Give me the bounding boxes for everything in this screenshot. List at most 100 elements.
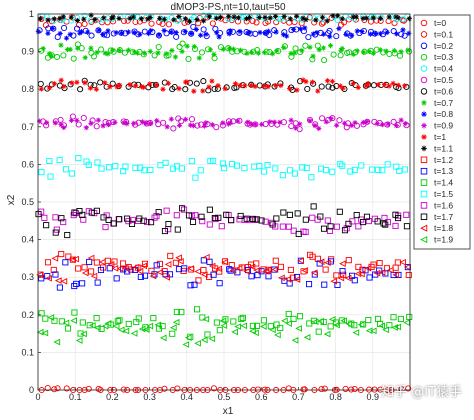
data-point [114, 84, 120, 90]
data-point [390, 314, 397, 321]
data-point [291, 336, 299, 344]
data-point [86, 322, 93, 329]
data-point [51, 386, 58, 393]
data-point [420, 224, 428, 232]
data-point [46, 51, 52, 57]
data-point [375, 166, 382, 173]
data-point [277, 16, 284, 23]
data-point [200, 257, 207, 264]
data-point [390, 118, 397, 125]
y-tick-label: 0.1 [21, 347, 34, 357]
y-tick-label: 1 [29, 9, 34, 19]
series-t-1-8 [36, 253, 411, 285]
data-point [102, 224, 109, 231]
data-point [57, 15, 63, 21]
data-point [122, 163, 129, 170]
data-point [150, 315, 157, 322]
data-point [155, 209, 162, 216]
data-point [357, 321, 365, 329]
data-point [156, 32, 162, 38]
legend-label: t=1.5 [434, 189, 453, 199]
data-point [188, 30, 194, 37]
data-point [262, 218, 269, 225]
data-point [41, 214, 48, 221]
data-point [395, 82, 401, 88]
data-point [265, 28, 272, 34]
data-point [188, 116, 196, 123]
legend-label: t=1.2 [434, 155, 453, 165]
data-point [272, 165, 279, 172]
data-point [284, 33, 290, 39]
data-point [154, 82, 160, 88]
data-point [71, 282, 78, 290]
data-point [112, 322, 120, 330]
data-point [249, 327, 256, 335]
data-point [421, 111, 427, 117]
data-point [365, 316, 372, 324]
data-point [93, 123, 100, 130]
y-tick-label: 0.7 [21, 122, 34, 132]
data-point [121, 49, 128, 56]
data-point [120, 386, 127, 393]
data-point [173, 29, 179, 36]
data-point [190, 23, 197, 30]
data-point [112, 163, 119, 170]
data-point [386, 83, 392, 89]
data-point [93, 86, 99, 92]
data-point [364, 118, 370, 125]
data-point [83, 125, 89, 131]
data-point [192, 212, 199, 219]
data-point [209, 20, 216, 27]
data-point [262, 14, 268, 20]
data-point [90, 272, 98, 280]
data-point [185, 212, 193, 219]
data-point [350, 80, 356, 87]
data-point [73, 25, 81, 32]
data-point [292, 50, 298, 56]
data-point [85, 385, 92, 392]
data-point [393, 122, 399, 129]
data-point [329, 78, 336, 84]
data-point [216, 34, 222, 40]
data-point [326, 27, 333, 34]
legend-label: t=1.8 [434, 223, 453, 233]
data-point [306, 14, 313, 21]
data-point [381, 82, 388, 88]
data-point [213, 124, 220, 131]
data-point [70, 55, 77, 62]
data-point [47, 314, 55, 321]
data-point [271, 27, 278, 34]
data-point [116, 317, 123, 324]
data-point [164, 261, 172, 268]
data-point [87, 85, 93, 91]
data-point [339, 16, 345, 22]
data-point [378, 322, 385, 330]
legend-entry: t=0.6 [420, 86, 453, 96]
data-point [65, 253, 72, 260]
data-point [206, 14, 212, 20]
data-point [37, 118, 43, 124]
data-point [277, 263, 285, 270]
data-point [333, 321, 340, 329]
data-point [369, 166, 376, 173]
data-point [201, 123, 208, 129]
y-tick-label: 0.2 [21, 310, 34, 320]
data-point [272, 13, 279, 19]
data-point [327, 323, 334, 330]
series-t-1-1 [37, 12, 412, 24]
data-point [235, 118, 241, 124]
data-point [394, 323, 402, 331]
data-point [390, 80, 396, 86]
legend-entry: t=1.4 [420, 178, 453, 188]
data-point [354, 28, 360, 34]
data-point [207, 47, 213, 53]
legend-entry: t=0.2 [420, 41, 453, 51]
data-point [346, 49, 353, 56]
data-point [120, 17, 128, 25]
data-point [285, 223, 292, 230]
data-point [323, 259, 331, 266]
data-point [289, 274, 296, 281]
data-point [303, 17, 309, 23]
data-point [209, 78, 215, 84]
data-point [336, 26, 342, 32]
